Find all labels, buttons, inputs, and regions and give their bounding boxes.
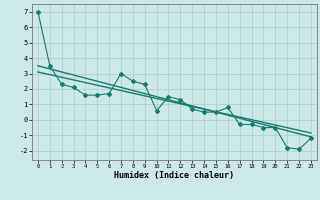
X-axis label: Humidex (Indice chaleur): Humidex (Indice chaleur) [115,171,234,180]
